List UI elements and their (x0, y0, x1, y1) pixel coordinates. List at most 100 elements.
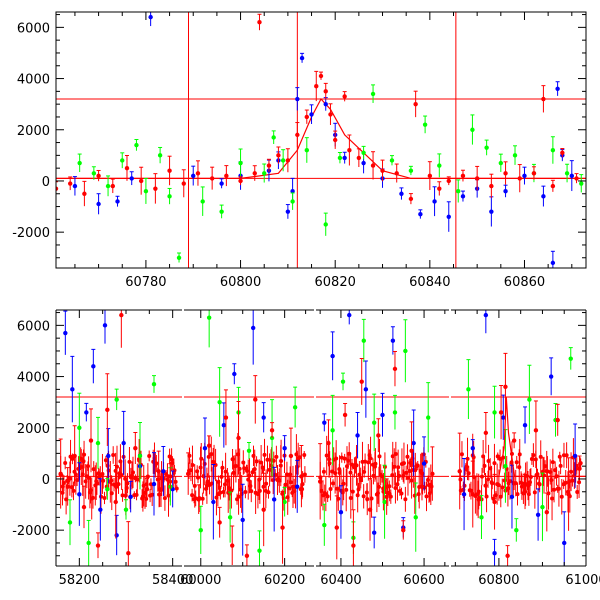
top-series-2-point (512, 153, 518, 158)
bottom-series-1-point (128, 494, 133, 500)
bottom-cloud-point (199, 456, 204, 461)
bottom-series-1-point (421, 461, 427, 466)
bottom-series-3-point (483, 430, 489, 436)
bottom-series-1-point (509, 494, 515, 500)
bottom-cloud-point (243, 490, 248, 495)
bottom-cloud-point (229, 488, 234, 493)
bottom-cloud-point (348, 470, 353, 475)
bottom-cloud-point (219, 474, 224, 479)
bottom-series-2-point (514, 527, 519, 533)
bottom-series-2-point (151, 382, 157, 387)
bottom-cloud-point (200, 496, 205, 501)
bottom-cloud-point (120, 493, 125, 498)
bottom-cloud-point (257, 477, 262, 482)
top-series-3-point (394, 171, 399, 176)
bottom-cloud-point (556, 486, 561, 491)
top-series-3-point (427, 173, 433, 179)
bottom-model-curve (451, 396, 586, 477)
top-series-1-point (96, 201, 101, 207)
bottom-cloud-point (324, 453, 329, 458)
bottom-cloud-point (570, 478, 575, 483)
top-series-3-point (574, 176, 579, 181)
bottom-series-1-point (70, 387, 75, 392)
bottom-cloud-point (356, 487, 361, 492)
bottom-cloud-point (558, 463, 563, 468)
bottom-series-1-point (461, 492, 467, 497)
bottom-cloud-point (401, 473, 406, 478)
bottom-series-3-point (168, 474, 173, 479)
bottom-cloud-point (337, 470, 342, 475)
bottom-series-2-point (206, 315, 212, 320)
bottom-cloud-point (82, 452, 87, 457)
bottom-series-3-point (206, 443, 212, 448)
bottom-series-1-point (548, 374, 554, 379)
bottom-cloud-point (157, 492, 162, 497)
bottom-cloud-point (162, 496, 167, 501)
bottom-series-2-point (392, 410, 398, 415)
bottom-cloud-point (550, 460, 555, 465)
bottom-cloud-point (559, 494, 564, 499)
bottom-cloud-point (342, 456, 347, 461)
bottom-series-3-point (299, 474, 304, 479)
bottom-cloud-point (94, 481, 99, 486)
bottom-cloud-point (575, 489, 580, 494)
top-series-1-point (550, 260, 556, 266)
bottom-series-1-point (121, 440, 126, 446)
bottom-cloud-point (498, 456, 503, 461)
bottom-series-3-point (503, 384, 508, 389)
top-y-tick-label: 0 (42, 175, 50, 190)
bottom-cloud-point (543, 464, 548, 469)
top-series-1-point (115, 199, 120, 204)
top-series-3-point (517, 176, 522, 181)
bottom-cloud-point (67, 476, 72, 481)
top-series-2-point (323, 222, 328, 227)
bottom-series-3-point (555, 417, 560, 423)
bottom-cloud-point (500, 485, 505, 490)
bottom-cloud-point (173, 479, 178, 484)
bottom-cloud-point (174, 486, 179, 491)
top-series-1-point (285, 209, 291, 214)
bottom-cloud-point (109, 478, 114, 483)
top-y-tick-label: 2000 (17, 124, 50, 139)
bottom-cloud-point (399, 491, 404, 496)
bottom-cloud-point (482, 463, 487, 468)
bottom-series-1-point (371, 530, 377, 535)
top-series-2-point (498, 160, 504, 166)
bottom-series-2-point (340, 379, 346, 384)
bottom-series-2-point (479, 515, 484, 520)
bottom-series-3-point (409, 448, 414, 453)
bottom-cloud-point (262, 452, 267, 457)
bottom-panel-axes: 5820058400600006020060400606006080061000… (12, 310, 600, 588)
bottom-series-1-point (330, 353, 335, 359)
top-series-3-point (347, 148, 352, 153)
bottom-cloud-point (409, 478, 414, 483)
bottom-cloud-point (265, 457, 270, 462)
bottom-cloud-point (70, 456, 75, 461)
bottom-series-2-point (466, 387, 471, 392)
top-series-3-point (266, 163, 272, 168)
top-series-1-point (522, 173, 527, 179)
bottom-cloud-point (218, 490, 223, 495)
top-panel-frame (55, 11, 587, 269)
bottom-series-2-point (330, 428, 335, 433)
bottom-cloud-point (535, 472, 540, 477)
bottom-cloud-point (403, 497, 408, 502)
bottom-panel-full-light-curve: 5820058400600006020060400606006080061000… (12, 309, 600, 588)
bottom-cloud-point (407, 468, 412, 473)
bottom-cloud-point (393, 452, 398, 457)
top-series-2-point (550, 148, 556, 153)
bottom-cloud-point (549, 478, 554, 483)
bottom-cloud-point (349, 462, 354, 467)
bottom-x-tick-label: 58400 (152, 573, 193, 588)
bottom-series-3-point (81, 504, 87, 510)
top-series-1-point (541, 194, 546, 199)
top-y-tick-label: 4000 (17, 73, 50, 88)
bottom-cloud-point (111, 452, 116, 457)
bottom-cloud-point (283, 482, 288, 487)
bottom-cloud-point (109, 491, 114, 496)
bottom-cloud-point (392, 464, 397, 469)
top-series-1-point (148, 14, 153, 20)
bottom-x-tick-label: 60400 (320, 573, 361, 588)
top-series-3-point (370, 163, 376, 168)
bottom-cloud-point (424, 494, 429, 499)
